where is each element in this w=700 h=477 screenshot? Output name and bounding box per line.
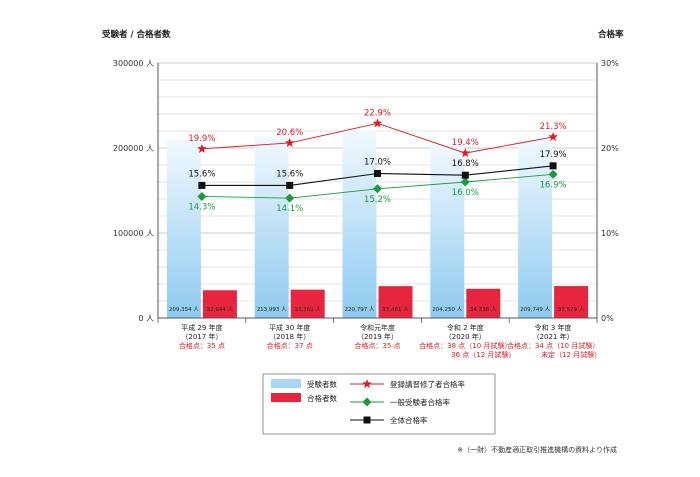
x-category-label: （2020 年） bbox=[445, 332, 486, 341]
applicants-value-label: 209,749 人 bbox=[520, 306, 550, 313]
square-marker bbox=[198, 181, 206, 189]
pass-mark-label: 合格点：34 点（10 月試験） bbox=[507, 341, 599, 350]
rate-label: 16.9% bbox=[540, 180, 567, 190]
passers-bar bbox=[202, 290, 237, 318]
rate-label: 16.8% bbox=[452, 159, 479, 169]
square-marker bbox=[286, 181, 294, 189]
right-axis-title: 合格率 bbox=[597, 29, 624, 40]
pass-mark-label: 合格点：35 点 bbox=[354, 341, 400, 350]
legend-marker bbox=[362, 379, 372, 389]
passers-value-label: 37,481 人 bbox=[382, 306, 409, 313]
passers-value-label: 33,360 人 bbox=[294, 306, 321, 313]
rate-label: 22.9% bbox=[364, 108, 391, 118]
diamond-marker bbox=[460, 177, 470, 187]
applicants-bar bbox=[166, 140, 201, 318]
star-marker bbox=[197, 143, 207, 153]
legend-swatch bbox=[271, 393, 301, 402]
x-category-label: （2018 年） bbox=[269, 332, 310, 341]
star-marker bbox=[548, 131, 558, 141]
rate-label: 17.0% bbox=[364, 158, 391, 168]
axes: 0 人 100000 人 200000 人 300000 人 0% 10% 20% 30% 平成… bbox=[113, 59, 619, 359]
rate-label: 16.0% bbox=[452, 188, 479, 198]
passers-bar bbox=[466, 288, 501, 318]
passers-bar bbox=[554, 286, 589, 318]
legend-label: 合格者数 bbox=[307, 393, 337, 403]
star-marker bbox=[284, 137, 295, 147]
passers-value-label: 34,338 人 bbox=[470, 306, 497, 313]
rate-label: 19.4% bbox=[452, 138, 479, 148]
x-category-label: 平成 29 年度 bbox=[181, 323, 222, 332]
rate-label: 20.6% bbox=[276, 128, 303, 138]
rate-label: 21.3% bbox=[540, 122, 567, 132]
rate-label: 15.2% bbox=[364, 195, 391, 205]
left-tick-label: 100000 人 bbox=[113, 229, 154, 238]
diamond-marker bbox=[197, 191, 207, 201]
applicants-bar bbox=[342, 130, 377, 318]
lines: 19.9% 20.6% 22.9% 19.4% 21.3% 14.3% 14.1% 15.2%… bbox=[188, 108, 566, 214]
star-marker bbox=[460, 148, 471, 158]
applicants-bar bbox=[430, 144, 465, 318]
rate-label: 15.6% bbox=[276, 169, 303, 179]
square-marker bbox=[549, 162, 557, 170]
legend-marker bbox=[363, 416, 371, 424]
x-category-label: （2021 年） bbox=[533, 332, 574, 341]
series-line bbox=[201, 122, 554, 154]
legend-marker bbox=[362, 397, 372, 407]
applicants-value-label: 204,250 人 bbox=[432, 306, 462, 313]
diamond-marker bbox=[373, 184, 382, 194]
source-note: ※（一財）不動産適正取引推進機構の資料より作成 bbox=[457, 445, 617, 454]
passers-value-label: 37,579 人 bbox=[558, 306, 585, 313]
diamond-marker bbox=[285, 193, 295, 203]
legend-swatch bbox=[271, 379, 301, 388]
legend-label: 登録講習修了者合格率 bbox=[390, 379, 465, 389]
pass-mark-label: 合格点：35 点 bbox=[179, 341, 225, 350]
square-marker bbox=[461, 171, 469, 179]
rate-label: 17.9% bbox=[540, 150, 567, 160]
passers-bar bbox=[290, 289, 325, 318]
x-category-label: 平成 30 年度 bbox=[269, 323, 310, 332]
bars: 209,354 人 32,644 人 213,993 人 33,360 人 220,79… bbox=[166, 130, 589, 318]
pass-mark-label: 36 点（12 月試験） bbox=[451, 350, 515, 359]
left-tick-label: 0 人 bbox=[138, 314, 154, 323]
pass-mark-label: 合格点：38 点（10 月試験） bbox=[419, 341, 511, 350]
legend-label: 受験者数 bbox=[307, 379, 337, 389]
rate-label: 14.1% bbox=[276, 204, 303, 214]
passers-value-label: 32,644 人 bbox=[207, 306, 234, 313]
right-tick-label: 10% bbox=[601, 229, 619, 238]
x-category-label: 令和 2 年度 bbox=[447, 323, 484, 332]
x-category-label: 令和元年度 bbox=[360, 323, 395, 332]
pass-mark-label: 未定（12 月試験） bbox=[541, 350, 601, 359]
rate-label: 19.9% bbox=[188, 134, 215, 144]
left-tick-label: 300000 人 bbox=[113, 59, 154, 68]
x-category-label: 令和 3 年度 bbox=[535, 323, 572, 332]
star-marker bbox=[372, 118, 383, 128]
rate-label: 15.6% bbox=[188, 169, 215, 179]
legend-label: 全体合格率 bbox=[390, 415, 428, 425]
legend-label: 一般受験者合格率 bbox=[390, 397, 450, 407]
left-tick-label: 200000 人 bbox=[113, 144, 154, 153]
right-tick-label: 0% bbox=[601, 314, 614, 323]
pass-mark-label: 合格点：37 点 bbox=[267, 341, 313, 350]
x-category-label: （2019 年） bbox=[357, 332, 398, 341]
rate-label: 14.3% bbox=[188, 202, 215, 212]
applicants-value-label: 220,797 人 bbox=[345, 306, 375, 313]
right-tick-label: 30% bbox=[601, 59, 619, 68]
grid bbox=[158, 62, 597, 302]
applicants-bar bbox=[254, 136, 289, 318]
diamond-marker bbox=[548, 169, 558, 179]
x-category-label: （2017 年） bbox=[181, 332, 222, 341]
left-axis-title: 受験者 / 合格者数 bbox=[102, 29, 171, 40]
square-marker bbox=[374, 170, 381, 177]
passers-bar bbox=[378, 286, 413, 318]
right-tick-label: 20% bbox=[601, 144, 619, 153]
applicants-value-label: 209,354 人 bbox=[169, 306, 199, 313]
applicants-value-label: 213,993 人 bbox=[257, 306, 287, 313]
